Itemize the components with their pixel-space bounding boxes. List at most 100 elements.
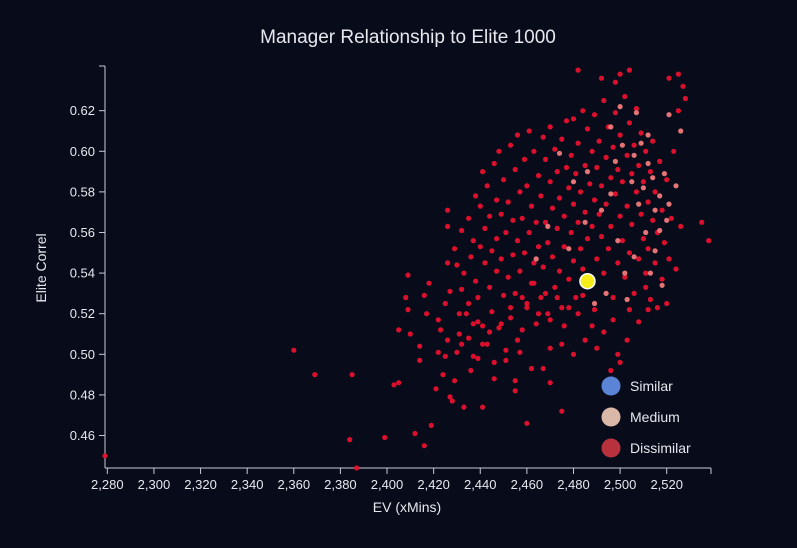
data-point: [591, 112, 598, 118]
data-point: [517, 189, 523, 195]
data-point: [617, 132, 623, 138]
data-point: [480, 341, 486, 347]
data-point: [612, 110, 619, 116]
data-point: [673, 183, 679, 189]
data-point: [591, 197, 598, 203]
data-point: [480, 404, 486, 410]
data-point: [582, 209, 588, 215]
data-point: [629, 171, 635, 177]
data-point: [449, 398, 455, 404]
data-point: [678, 128, 684, 134]
data-point: [594, 164, 600, 171]
data-point: [657, 227, 663, 234]
data-point: [640, 179, 647, 185]
data-point: [470, 353, 476, 359]
data-point: [619, 238, 626, 244]
data-point: [487, 213, 493, 219]
data-point: [484, 183, 490, 189]
data-point: [477, 203, 483, 209]
data-point: [452, 378, 458, 384]
data-point: [440, 372, 446, 378]
data-point: [421, 292, 427, 298]
data-point: [452, 246, 458, 252]
data-point: [528, 365, 535, 372]
x-tick-label: 2,460: [511, 477, 544, 492]
data-point: [619, 179, 626, 185]
data-point: [636, 256, 642, 262]
data-point: [624, 203, 630, 209]
data-point: [514, 337, 521, 343]
data-point: [594, 345, 600, 351]
data-point: [645, 199, 651, 205]
data-point: [603, 290, 609, 296]
data-point: [442, 353, 448, 359]
data-point: [633, 189, 640, 195]
data-point: [459, 286, 465, 292]
data-point: [561, 323, 567, 329]
data-point: [417, 343, 423, 349]
data-point: [645, 132, 651, 138]
x-tick-label: 2,360: [278, 477, 311, 492]
data-point: [631, 290, 637, 296]
data-point: [629, 221, 635, 227]
data-point: [575, 311, 581, 317]
data-point: [461, 270, 467, 276]
x-tick-label: 2,500: [604, 477, 637, 492]
data-point: [466, 335, 472, 341]
data-point: [638, 211, 644, 217]
data-point: [610, 144, 616, 150]
data-point: [424, 311, 430, 317]
data-point: [626, 67, 633, 73]
y-tick-label: 0.60: [70, 144, 95, 159]
data-point: [554, 294, 560, 301]
data-point: [580, 108, 586, 114]
data-point: [661, 240, 668, 246]
data-point: [456, 311, 462, 317]
data-point: [652, 248, 658, 254]
data-point: [545, 223, 551, 229]
x-tick-label: 2,520: [650, 477, 683, 492]
data-point: [582, 162, 588, 169]
y-axis-title: Elite Correl: [33, 233, 49, 302]
data-point: [445, 207, 451, 213]
data-point: [596, 211, 602, 217]
data-point: [610, 294, 616, 301]
data-point: [605, 246, 612, 252]
data-point: [466, 300, 472, 307]
data-point: [540, 264, 546, 270]
data-point: [524, 420, 530, 426]
data-point: [598, 183, 605, 189]
data-point: [475, 294, 481, 301]
data-point: [615, 351, 621, 357]
data-point: [584, 169, 591, 175]
data-point: [463, 311, 469, 317]
data-point: [421, 443, 427, 449]
legend-label: Dissimilar: [630, 440, 691, 456]
data-point: [675, 71, 682, 77]
chart-title: Manager Relationship to Elite 1000: [260, 27, 556, 48]
x-tick-label: 2,300: [138, 477, 171, 492]
data-point: [470, 238, 476, 244]
data-point: [589, 148, 595, 154]
data-point: [575, 140, 581, 146]
x-tick-label: 2,420: [417, 477, 450, 492]
data-point: [664, 300, 670, 307]
data-point: [556, 195, 563, 201]
data-point: [659, 276, 665, 282]
data-point: [514, 238, 521, 244]
y-tick-label: 0.58: [70, 184, 95, 199]
data-point: [533, 256, 539, 262]
data-point: [445, 337, 451, 343]
highlight-layer: [579, 272, 596, 290]
data-point: [587, 181, 593, 187]
data-point: [577, 189, 584, 195]
data-point: [598, 233, 605, 240]
data-point: [494, 268, 500, 274]
data-point: [498, 256, 504, 262]
data-point: [549, 254, 556, 260]
data-point: [573, 171, 579, 177]
data-point: [580, 292, 586, 298]
data-point: [459, 341, 465, 347]
data-point: [673, 266, 679, 272]
